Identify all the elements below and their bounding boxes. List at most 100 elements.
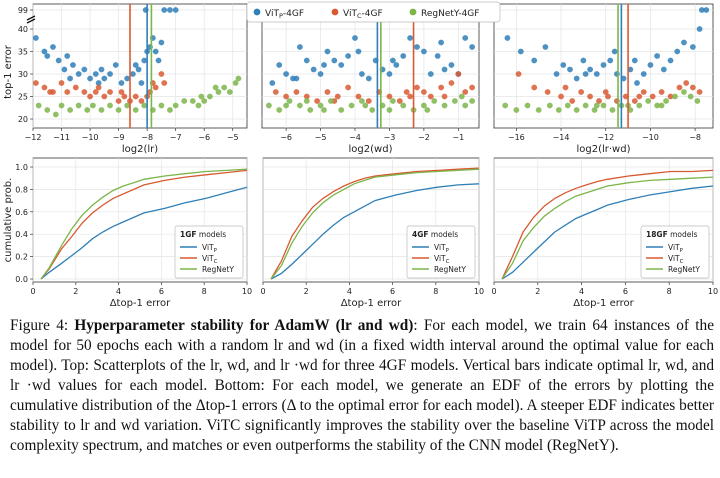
scatter-lr-panel: −12 −11 −10 −9 −8 −7 −6 −5 20 25 30 35 40 99 top-1 err… [3,3,248,155]
axis-break-mark [26,15,36,21]
regnety-point [400,102,407,109]
vitc-point [107,89,113,95]
vitp-point [600,62,607,68]
vitp-point [504,35,511,41]
vitp-point [101,75,108,82]
vitc-point [47,89,54,95]
x-tick-label: −6 [280,133,292,142]
regnety-legend-marker [409,8,417,16]
regnety-point [215,89,222,95]
x-axis-label: Δtop-1 error [341,298,402,309]
vitp-point [338,62,345,68]
vitp-point [448,62,455,68]
vitc-point [152,84,159,91]
regnety-point [469,98,476,104]
vitp-point [55,57,62,64]
x-tick-label: 0 [30,287,35,296]
regnety-point [189,98,196,104]
regnety-point [362,102,369,109]
vitp-point [303,57,310,64]
vitp-point [580,57,587,64]
vitc-point [631,98,638,104]
vitp-point [667,57,674,64]
y-tick-label: 25 [18,93,28,102]
vitc-point [544,89,551,95]
vitp-point [407,35,414,41]
scatter-legend-box [246,1,501,23]
regnety-point [348,102,355,109]
y-tick-label: 40 [18,25,28,34]
vitc-legend-label: ViTC [668,254,684,265]
regnety-point [424,107,431,113]
regnety-point [207,93,213,100]
regnety-point [564,102,571,109]
vitc-point [334,93,341,100]
vitp-point [172,7,179,13]
regnety-point [307,107,314,113]
regnety-point [535,107,542,113]
regnety-point [431,98,438,104]
regnety-point [58,102,65,109]
regnety-point [84,107,91,113]
vitc-point [64,89,71,95]
x-tick-label: 6 [390,287,395,296]
vitc-point [448,80,455,86]
vitc-point [283,93,290,100]
vitc-point [469,84,476,91]
vitc-point [32,80,39,86]
regnety-point [67,107,73,113]
x-tick-label: −6 [198,133,210,142]
y-tick-label: 20 [18,115,28,124]
x-tick-label: 4 [579,287,584,296]
regnety-point [235,75,242,82]
x-tick-label: −8 [141,133,153,142]
vitc-point [41,84,48,91]
vitc-point [676,84,683,91]
vitp-point [67,75,73,82]
vitp-point [132,62,139,68]
regnety-point [462,102,469,109]
x-tick-label: 2 [535,287,540,296]
x-tick-label: 6 [623,287,628,296]
vitp-point [92,71,99,77]
vitc-legend-marker [331,8,339,16]
vitc-point [72,84,79,91]
vitc-point [658,89,665,95]
x-axis-label: Δtop-1 error [573,298,634,309]
vitc-point [158,71,165,77]
x-tick-label: −10 [82,133,99,142]
vitc-point [596,98,602,104]
vitc-point [683,80,690,86]
vitp-point [331,57,338,64]
regnety-point [546,102,553,109]
x-tick-label: −2 [418,133,430,142]
vitc-point [441,93,448,100]
regnety-point [115,107,122,113]
x-tick-label: 8 [667,287,672,296]
vitc-point [386,93,393,100]
regnety-point [672,93,678,100]
vitc-point [303,93,310,100]
regnety-point [555,107,562,113]
vitc-point [578,89,585,95]
x-tick-label: 8 [433,287,438,296]
vitp-point [593,71,600,77]
x-tick-label: −11 [53,133,70,142]
legend-title: 1GF models [180,230,226,239]
x-tick-label: −9 [113,133,125,142]
vitp-legend-marker [253,8,261,16]
regnety-point [609,107,616,113]
regnety-point [321,107,327,113]
vitp-point [531,57,538,64]
x-tick-label: 8 [202,287,207,296]
vitc-point [438,84,445,91]
vitp-point [462,35,469,41]
vitp-point [167,7,173,13]
vitp-point [689,44,696,50]
vitp-legend-label: ViTP-4GF [265,9,304,20]
vitc-point [118,89,125,95]
regnety-point [502,102,509,109]
